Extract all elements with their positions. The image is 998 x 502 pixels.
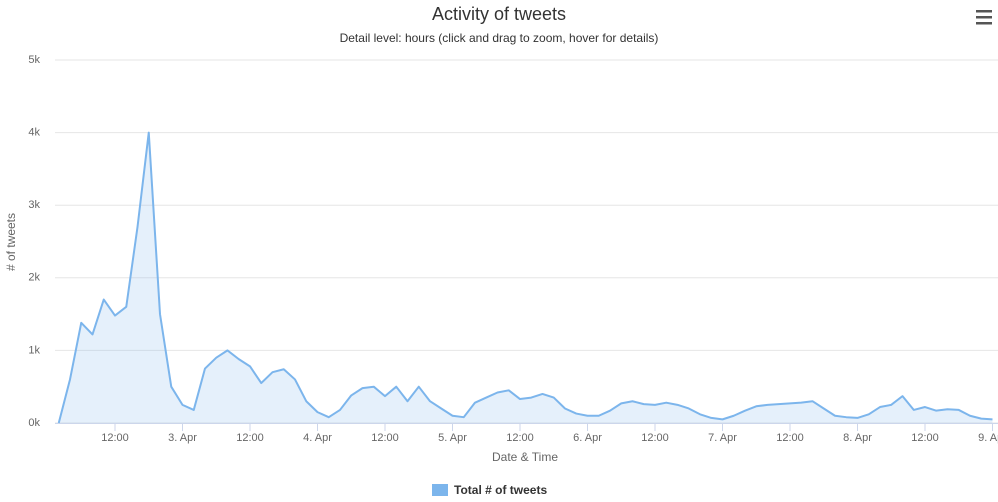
x-tick-label: 12:00 xyxy=(236,432,264,444)
y-tick-label: 3k xyxy=(28,199,40,211)
x-axis-title: Date & Time xyxy=(492,450,558,464)
x-tick-label: 8. Apr xyxy=(843,432,872,444)
legend-label: Total # of tweets xyxy=(454,483,547,497)
legend-swatch xyxy=(432,484,448,496)
x-tick-label: 12:00 xyxy=(641,432,669,444)
x-tick-label: 9. Apr xyxy=(978,432,998,444)
x-tick-label: 12:00 xyxy=(371,432,399,444)
area-line xyxy=(57,131,993,424)
x-tick-label: 4. Apr xyxy=(303,432,332,444)
menu-button[interactable] xyxy=(976,10,992,25)
x-tick-label: 7. Apr xyxy=(708,432,737,444)
menu-bar xyxy=(976,10,992,13)
y-tick-label: 0k xyxy=(28,417,40,429)
x-tick-label: 3. Apr xyxy=(168,432,197,444)
area-fill xyxy=(58,132,993,423)
x-tick-label: 6. Apr xyxy=(573,432,602,444)
chart-subtitle: Detail level: hours (click and drag to z… xyxy=(340,31,659,45)
y-tick-label: 4k xyxy=(28,127,40,139)
x-tick-label: 12:00 xyxy=(506,432,534,444)
y-axis-title: # of tweets xyxy=(4,213,18,271)
y-tick-label: 5k xyxy=(28,54,40,66)
chart-title: Activity of tweets xyxy=(432,4,566,24)
x-tick-label: 12:00 xyxy=(911,432,939,444)
y-tick-label: 1k xyxy=(28,344,40,356)
menu-bar xyxy=(976,16,992,19)
x-tick-label: 5. Apr xyxy=(438,432,467,444)
menu-bar xyxy=(976,22,992,25)
y-tick-label: 2k xyxy=(28,272,40,284)
x-tick-label: 12:00 xyxy=(101,432,129,444)
x-tick-label: 12:00 xyxy=(776,432,804,444)
